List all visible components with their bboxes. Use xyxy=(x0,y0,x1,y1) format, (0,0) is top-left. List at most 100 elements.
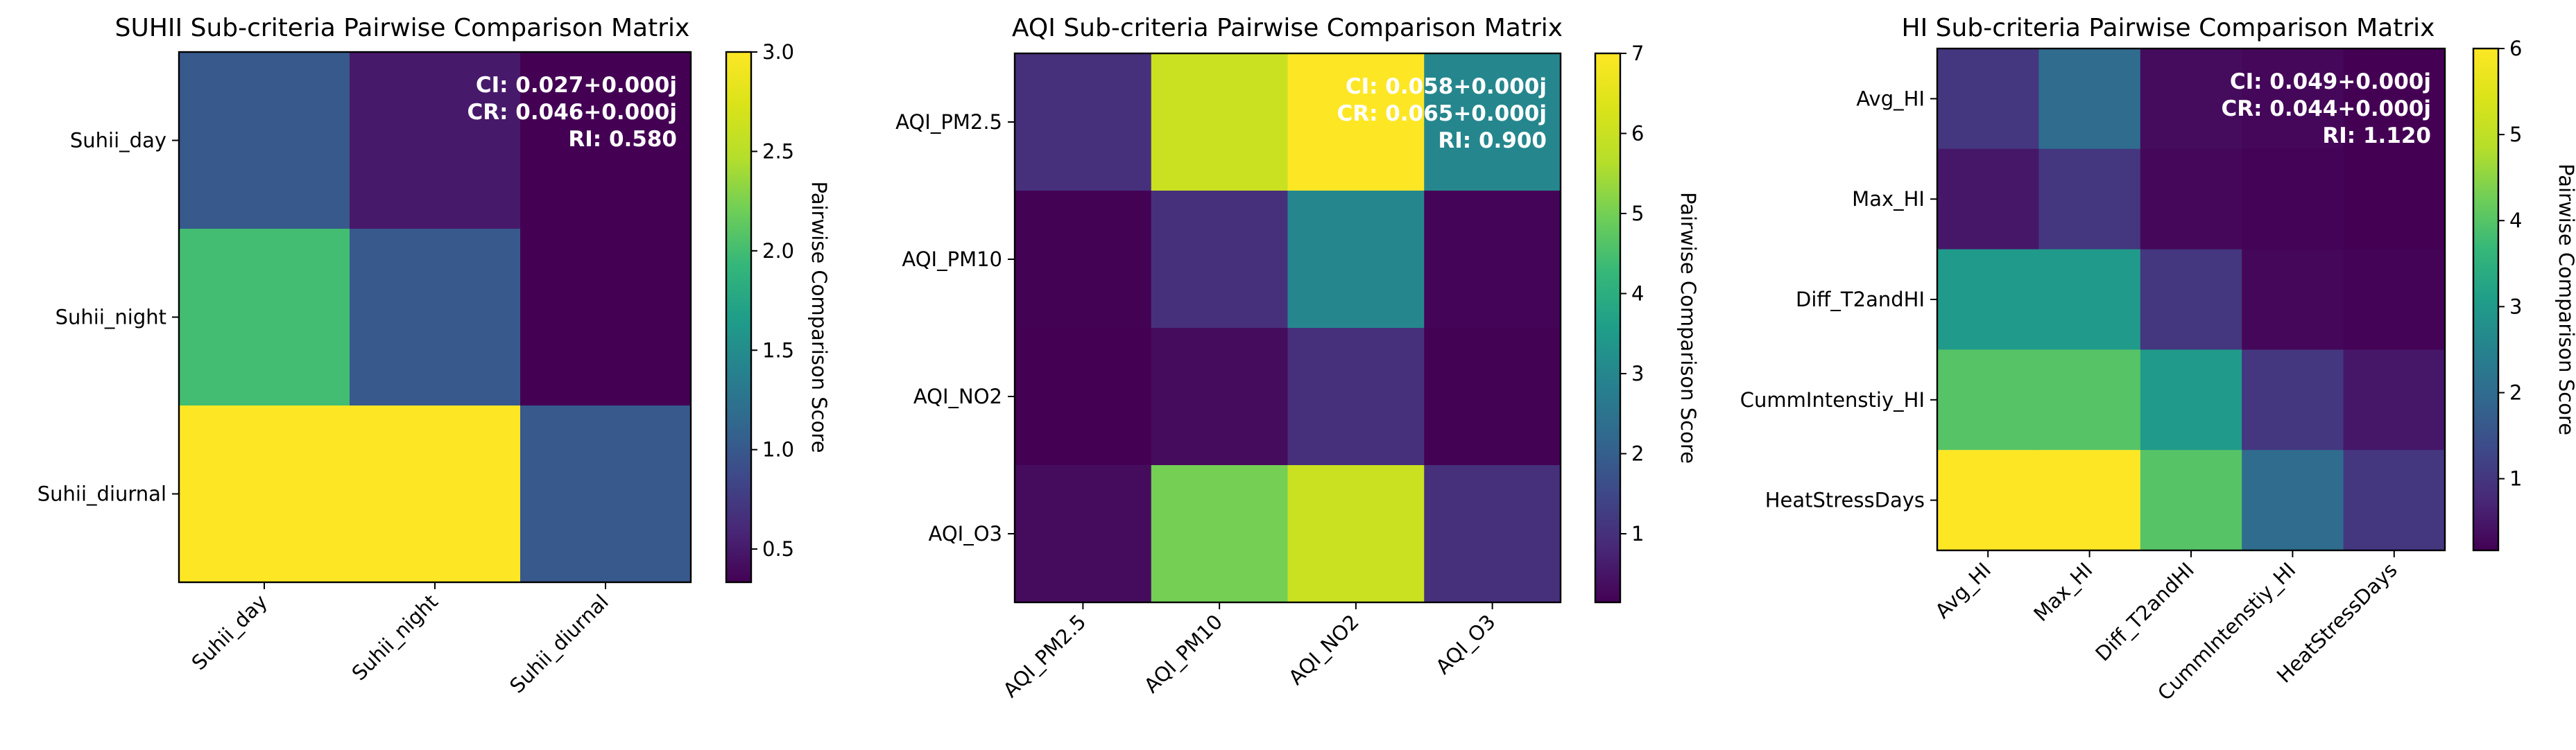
heatmap-cell xyxy=(2140,349,2242,451)
heatmap-cell xyxy=(2343,49,2446,150)
heatmap-cell xyxy=(2038,249,2141,350)
x-tick-label: AQI_O3 xyxy=(1431,610,1500,679)
heatmap-cell xyxy=(1151,53,1289,191)
heatmap-cell xyxy=(2140,49,2242,150)
colorbar-frame xyxy=(2472,47,2500,552)
heatmap-panel-1: SUHII Sub-criteria Pairwise Comparison M… xyxy=(37,14,831,698)
heatmap-cell xyxy=(350,229,521,406)
heatmap-cell xyxy=(1151,191,1289,329)
colorbar-tick-label: 6 xyxy=(1631,122,1644,146)
colorbar-tick-label: 2 xyxy=(2509,381,2522,404)
heatmap-cell xyxy=(1424,328,1561,466)
y-tick-label: Suhii_night xyxy=(55,306,166,329)
x-tick-label: Max_HI xyxy=(2029,558,2097,626)
stat-annotation: CI: 0.049+0.000j xyxy=(2230,69,2431,94)
colorbar-tick-label: 5 xyxy=(1631,202,1644,225)
heatmap-cell xyxy=(179,52,350,229)
colorbar-tick-label: 5 xyxy=(2509,123,2522,146)
heatmap-cell xyxy=(1937,349,2039,451)
x-tick-label: Avg_HI xyxy=(1930,558,1995,623)
heatmap-cell xyxy=(520,52,692,229)
heatmap-cell xyxy=(1015,53,1152,191)
heatmap-cell xyxy=(1424,191,1561,329)
panel-title: HI Sub-criteria Pairwise Comparison Matr… xyxy=(1902,14,2435,42)
colorbar-tick-label: 4 xyxy=(2509,209,2522,232)
x-tick-label: Suhii_night xyxy=(347,590,442,685)
heatmap-cell xyxy=(2343,249,2446,350)
stat-annotation: CR: 0.046+0.000j xyxy=(467,100,677,125)
heatmap-cell xyxy=(350,405,521,583)
heatmap-cell xyxy=(2242,249,2344,350)
heatmap-cell xyxy=(2038,148,2141,250)
stat-annotation: CI: 0.027+0.000j xyxy=(476,73,677,98)
colorbar-tick-label: 3 xyxy=(2509,295,2522,318)
heatmap-cell xyxy=(2140,450,2242,551)
colorbar-tick-label: 3.0 xyxy=(762,40,794,64)
y-tick-label: AQI_NO2 xyxy=(913,385,1002,408)
heatmap-cell xyxy=(1937,249,2039,350)
heatmap-cell xyxy=(1287,191,1425,329)
y-tick-label: AQI_O3 xyxy=(929,522,1002,546)
heatmap-cell xyxy=(1937,148,2039,250)
heatmap-cell xyxy=(2038,49,2141,150)
x-tick-label: Diff_T2andHI xyxy=(2090,558,2199,666)
heatmap-cell xyxy=(179,405,350,583)
colorbar-frame xyxy=(725,51,753,584)
heatmap-cell xyxy=(179,229,350,406)
heatmap-cell xyxy=(1015,465,1152,603)
heatmap-cell xyxy=(1424,53,1561,191)
heatmap-cell xyxy=(1937,450,2039,551)
stat-annotation: RI: 0.580 xyxy=(568,127,677,152)
x-tick-label: Suhii_diurnal xyxy=(505,590,613,698)
heatmap-cell xyxy=(1151,328,1289,466)
heatmap-cell xyxy=(2242,349,2344,451)
heatmap-cell xyxy=(1287,328,1425,466)
colorbar xyxy=(2473,49,2498,550)
y-tick-label: Avg_HI xyxy=(1856,87,1925,110)
colorbar-tick-label: 6 xyxy=(2509,37,2522,60)
colorbar-label: Pairwise Comparison Score xyxy=(1676,192,1700,464)
y-tick-label: AQI_PM2.5 xyxy=(895,110,1002,134)
heatmap-cell xyxy=(2343,148,2446,250)
heatmap-cell xyxy=(520,405,692,583)
colorbar-tick-label: 1 xyxy=(1631,522,1644,546)
heatmap-panel-2: AQI Sub-criteria Pairwise Comparison Mat… xyxy=(895,14,1700,702)
colorbar-tick-label: 2.5 xyxy=(762,139,794,163)
panel-title: SUHII Sub-criteria Pairwise Comparison M… xyxy=(115,14,690,42)
heatmap-cell xyxy=(2038,450,2141,551)
stat-annotation: CI: 0.058+0.000j xyxy=(1346,74,1547,99)
stat-annotation: CR: 0.044+0.000j xyxy=(2221,96,2431,121)
colorbar-tick-label: 2 xyxy=(1631,442,1644,466)
heatmap-panel-3: HI Sub-criteria Pairwise Comparison Matr… xyxy=(1740,14,2576,705)
heatmap-cell xyxy=(2140,249,2242,350)
stat-annotation: RI: 0.900 xyxy=(1438,128,1547,153)
heatmap-cell xyxy=(2343,450,2446,551)
y-tick-label: AQI_PM10 xyxy=(902,247,1002,271)
heatmap-cell xyxy=(2140,148,2242,250)
y-tick-label: HeatStressDays xyxy=(1765,489,1925,512)
colorbar-label: Pairwise Comparison Score xyxy=(2554,164,2576,435)
heatmap-cell xyxy=(1287,465,1425,603)
heatmap-cell xyxy=(520,229,692,406)
colorbar xyxy=(1595,53,1620,602)
heatmap-cell xyxy=(1015,328,1152,466)
stat-annotation: CR: 0.065+0.000j xyxy=(1337,101,1547,126)
heatmap-cell xyxy=(2242,450,2344,551)
heatmap-cell xyxy=(1151,465,1289,603)
heatmap-cell xyxy=(350,52,521,229)
colorbar-tick-label: 1.0 xyxy=(762,438,794,462)
heatmap-cell xyxy=(1287,53,1425,191)
y-tick-label: CummIntenstiy_HI xyxy=(1740,388,1925,412)
colorbar-tick-label: 4 xyxy=(1631,282,1644,306)
x-tick-label: AQI_NO2 xyxy=(1284,610,1364,690)
heatmap-cell xyxy=(2242,49,2344,150)
heatmap-cell xyxy=(2038,349,2141,451)
colorbar xyxy=(726,52,751,582)
colorbar-tick-label: 7 xyxy=(1631,42,1644,65)
heatmap-cell xyxy=(1015,191,1152,329)
heatmap-cell xyxy=(1424,465,1561,603)
x-tick-label: AQI_PM2.5 xyxy=(998,610,1090,702)
y-tick-label: Suhii_diurnal xyxy=(37,482,166,506)
colorbar-tick-label: 0.5 xyxy=(762,537,794,561)
